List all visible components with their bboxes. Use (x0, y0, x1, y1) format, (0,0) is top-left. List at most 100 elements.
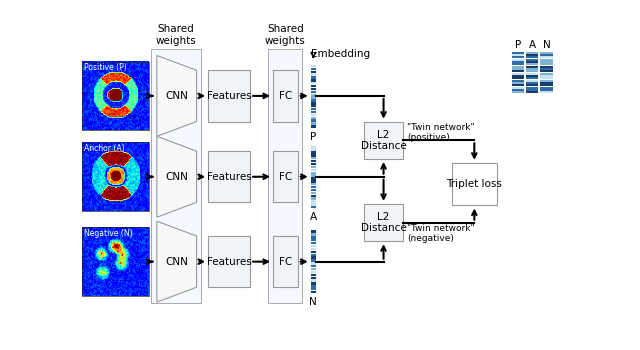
Bar (540, 56, 553, 58)
Bar (208, 70, 250, 121)
Text: A: A (310, 212, 317, 223)
Bar (310, 189, 316, 191)
Bar (310, 279, 316, 282)
Bar (511, 77, 524, 79)
Bar (310, 262, 316, 265)
Bar (511, 75, 524, 77)
Bar (310, 125, 316, 127)
Bar (310, 96, 316, 99)
Bar (511, 91, 524, 93)
Bar (511, 70, 524, 72)
Bar (310, 177, 316, 180)
Bar (511, 52, 524, 54)
Bar (526, 82, 538, 84)
Bar (83, 62, 150, 130)
Bar (540, 89, 553, 91)
Bar (526, 84, 538, 86)
Polygon shape (157, 55, 196, 136)
Bar (526, 66, 538, 68)
Bar (364, 204, 403, 241)
Bar (310, 169, 316, 171)
Text: Triplet loss: Triplet loss (446, 179, 502, 189)
Bar (526, 54, 538, 56)
Bar (310, 79, 316, 82)
Text: Features: Features (207, 257, 252, 267)
Bar (526, 77, 538, 79)
Bar (526, 63, 538, 65)
Text: L2
Distance: L2 Distance (361, 212, 406, 233)
Bar (310, 271, 316, 273)
Text: Features: Features (207, 91, 252, 101)
Bar (310, 259, 316, 262)
Bar (540, 59, 553, 61)
Bar (310, 154, 316, 156)
Bar (511, 82, 524, 84)
Bar (310, 282, 316, 285)
Bar (310, 88, 316, 90)
Bar (310, 195, 316, 197)
Bar (310, 82, 316, 84)
Bar (208, 151, 250, 202)
Text: "Twin network"
(positive): "Twin network" (positive) (407, 122, 475, 142)
Text: FC: FC (278, 91, 292, 101)
Bar (511, 80, 524, 82)
Text: N: N (543, 40, 550, 50)
Text: P: P (310, 132, 317, 142)
Text: Shared
weights: Shared weights (265, 24, 306, 46)
Bar (269, 49, 302, 303)
Bar (540, 77, 553, 79)
Polygon shape (157, 136, 196, 217)
Text: Negative (N): Negative (N) (84, 229, 132, 238)
Bar (310, 65, 316, 67)
Bar (511, 66, 524, 68)
Bar (310, 105, 316, 107)
Text: CNN: CNN (165, 257, 188, 267)
Bar (310, 186, 316, 188)
Bar (540, 75, 553, 77)
Bar (310, 148, 316, 151)
Text: A: A (529, 40, 536, 50)
Bar (83, 142, 150, 211)
Bar (310, 257, 316, 259)
Text: "Twin network"
(negative): "Twin network" (negative) (407, 224, 475, 243)
Bar (540, 63, 553, 65)
Bar (540, 61, 553, 63)
Bar (310, 114, 316, 116)
Text: N: N (310, 298, 317, 307)
Text: Features: Features (207, 172, 252, 182)
Bar (511, 87, 524, 89)
Bar (310, 245, 316, 247)
Bar (310, 74, 316, 76)
Bar (540, 87, 553, 89)
Bar (310, 248, 316, 250)
Bar (310, 274, 316, 276)
Bar (540, 82, 553, 84)
Text: FC: FC (278, 172, 292, 182)
Bar (310, 253, 316, 256)
Bar (526, 68, 538, 70)
Text: P: P (515, 40, 521, 50)
Text: Positive (P): Positive (P) (84, 63, 127, 72)
Bar (310, 146, 316, 148)
Bar (526, 61, 538, 63)
Bar (310, 183, 316, 186)
Bar (511, 56, 524, 58)
Bar (526, 52, 538, 54)
Bar (364, 122, 403, 159)
Bar (310, 93, 316, 96)
Bar (511, 89, 524, 91)
Bar (540, 52, 553, 54)
Bar (540, 80, 553, 82)
Bar (310, 268, 316, 270)
Text: FC: FC (278, 257, 292, 267)
Bar (526, 87, 538, 89)
Bar (310, 99, 316, 102)
Bar (310, 122, 316, 125)
Bar (310, 108, 316, 110)
Bar (526, 80, 538, 82)
Bar (310, 285, 316, 288)
Bar (310, 200, 316, 203)
Bar (511, 59, 524, 61)
Text: CNN: CNN (165, 172, 188, 182)
Bar (310, 276, 316, 279)
